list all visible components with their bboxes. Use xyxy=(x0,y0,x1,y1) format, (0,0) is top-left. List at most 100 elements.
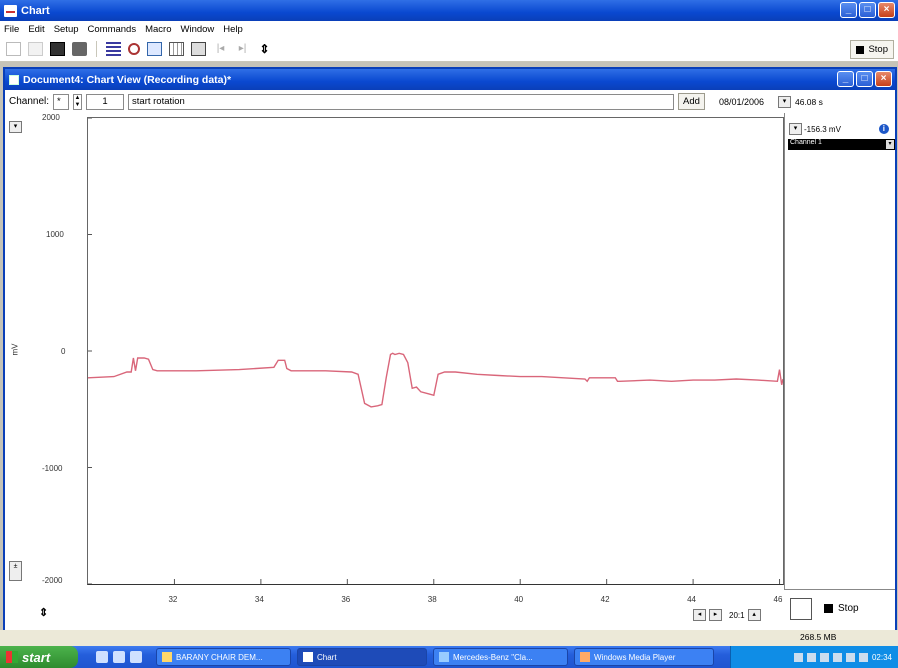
menu-edit[interactable]: Edit xyxy=(28,23,45,35)
time-readout: 46.08 s xyxy=(794,96,823,107)
taskbar-item-active[interactable]: Chart xyxy=(297,648,427,666)
menu-setup[interactable]: Setup xyxy=(53,23,79,35)
first-page-icon[interactable]: |◂ xyxy=(216,43,225,54)
open-icon[interactable] xyxy=(28,42,43,56)
taskbar-item[interactable]: Windows Media Player xyxy=(574,648,714,666)
notebook-icon[interactable] xyxy=(147,42,162,56)
channel-label: Channel: xyxy=(9,96,50,107)
x-tick-label: 44 xyxy=(687,595,696,604)
y-axis-area: ▾ mV 2000 1000 0 -1000 -2000 ± ⇕ xyxy=(5,113,87,639)
taskbar: start BARANY CHAIR DEM... Chart Mercedes… xyxy=(0,646,898,668)
start-button[interactable]: start xyxy=(0,646,78,668)
tray-icon[interactable] xyxy=(793,652,803,662)
new-document-icon[interactable] xyxy=(6,42,21,56)
volume-icon[interactable] xyxy=(858,652,868,662)
y-tick-label: 2000 xyxy=(42,113,60,122)
document-window-controls: _ □ × xyxy=(837,71,892,87)
channel-field[interactable]: * xyxy=(53,93,70,110)
zoom-icon[interactable] xyxy=(128,43,140,55)
taskbar-item-label: Windows Media Player xyxy=(594,652,676,662)
doc-restore-button[interactable]: □ xyxy=(856,71,873,87)
tray-icon[interactable] xyxy=(832,652,842,662)
channel-title-select[interactable]: Channel 1 ▾ xyxy=(788,139,895,150)
menu-help[interactable]: Help xyxy=(223,23,243,35)
x-tick-label: 38 xyxy=(427,595,437,604)
toolbar-stop-button[interactable]: Stop xyxy=(850,40,894,59)
scroll-left-icon[interactable]: ◂ xyxy=(693,609,706,621)
x-tick-label: 36 xyxy=(341,595,351,604)
comment-input[interactable]: start rotation xyxy=(128,93,675,110)
explorer-icon[interactable] xyxy=(113,651,125,663)
tray-icon[interactable] xyxy=(819,652,829,662)
system-tray: 02:34 xyxy=(730,646,898,668)
windows-flag-icon xyxy=(6,651,18,663)
tray-icon[interactable] xyxy=(845,652,855,662)
tray-icon[interactable] xyxy=(806,652,816,662)
app-titlebar: Chart _ □ × xyxy=(0,0,898,21)
autoscale-icon[interactable]: ⇕ xyxy=(39,607,49,619)
channel-side-panel: ▾ -156.3 mV i Channel 1 ▾ xyxy=(784,113,895,639)
clock: 02:34 xyxy=(871,652,892,662)
chevron-down-icon: ▾ xyxy=(886,140,894,149)
info-icon[interactable]: i xyxy=(878,124,889,134)
comment-toolbar: Channel: * ▲ ▼ 1 start rotation Add 08/01… xyxy=(5,90,895,113)
print-icon[interactable] xyxy=(72,42,87,56)
x-tick-label: 40 xyxy=(514,595,524,604)
maximize-button[interactable]: □ xyxy=(859,2,876,18)
zoom-ratio: 20:1 xyxy=(729,610,745,620)
value-readout-row: ▾ -156.3 mV i xyxy=(789,123,889,135)
show-desktop-icon[interactable] xyxy=(130,651,142,663)
stop-icon xyxy=(856,45,865,54)
scroll-right-icon[interactable]: ▸ xyxy=(709,609,722,621)
menu-window[interactable]: Window xyxy=(180,23,215,35)
series-line xyxy=(88,352,783,408)
chart-svg xyxy=(88,118,783,584)
menubar: File Edit Setup Commands Macro Window He… xyxy=(0,21,898,37)
taskbar-item[interactable]: Mercedes-Benz "Cla... xyxy=(433,648,568,666)
taskbar-item[interactable]: BARANY CHAIR DEM... xyxy=(156,648,291,666)
data-display-icon[interactable] xyxy=(790,598,812,620)
chart-plot-area[interactable] xyxy=(87,117,784,585)
y-tick-label: -2000 xyxy=(42,576,63,585)
channel-name: Channel 1 xyxy=(790,139,822,146)
x-tick-label: 34 xyxy=(254,595,264,604)
menu-file[interactable]: File xyxy=(4,23,20,35)
readout-dropdown-arrow[interactable]: ▾ xyxy=(789,123,802,135)
close-button[interactable]: × xyxy=(878,2,895,18)
document-titlebar: Document4: Chart View (Recording data)* … xyxy=(5,69,895,90)
horizontal-scale-controls: ◂ ▸ 20:1 ▴ xyxy=(693,609,761,621)
browser-icon xyxy=(439,652,449,662)
scope-view-icon[interactable] xyxy=(191,42,206,56)
x-tick-label: 42 xyxy=(600,595,610,604)
media-player-icon xyxy=(580,652,590,662)
mdi-workspace: Document4: Chart View (Recording data)* … xyxy=(0,62,898,646)
stop-icon xyxy=(824,603,833,613)
doc-minimize-button[interactable]: _ xyxy=(837,71,854,87)
data-pad-icon[interactable] xyxy=(169,42,184,56)
statusbar: 268.5 MB xyxy=(0,630,898,646)
chart-view-icon[interactable] xyxy=(106,42,121,56)
menu-macro[interactable]: Macro xyxy=(145,23,172,35)
folder-icon xyxy=(162,652,172,662)
main-toolbar: |◂ ▸| ⇕ Stop xyxy=(0,37,898,62)
stop-label: Stop xyxy=(838,602,859,614)
time-dropdown-arrow[interactable]: ▾ xyxy=(777,95,791,108)
toolbar-separator xyxy=(96,41,97,57)
save-icon[interactable] xyxy=(50,42,65,56)
add-comment-button[interactable]: Add xyxy=(678,93,705,110)
minimize-button[interactable]: _ xyxy=(840,2,857,18)
menu-commands[interactable]: Commands xyxy=(87,23,137,35)
document-icon xyxy=(9,74,19,85)
stop-recording-button[interactable]: Stop xyxy=(824,598,859,618)
last-page-icon[interactable]: ▸| xyxy=(238,43,247,54)
y-scale-menu-arrow[interactable]: ▾ xyxy=(9,121,22,133)
quick-launch xyxy=(96,651,142,663)
zoom-stepper[interactable]: ▴ xyxy=(747,609,761,621)
split-view-icon[interactable]: ⇕ xyxy=(259,42,270,56)
y-scale-stepper[interactable]: ± xyxy=(9,561,22,581)
app-title: Chart xyxy=(21,4,50,17)
doc-close-button[interactable]: × xyxy=(875,71,892,87)
ie-icon[interactable] xyxy=(96,651,108,663)
comment-number-field[interactable]: 1 xyxy=(86,93,125,110)
channel-spinner[interactable]: ▲ ▼ xyxy=(73,93,83,110)
